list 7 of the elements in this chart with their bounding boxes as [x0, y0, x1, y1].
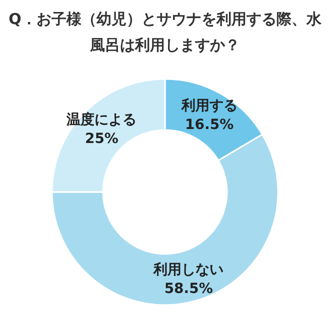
slice-label: 利用する — [180, 98, 238, 114]
data-label: 25% — [84, 131, 118, 148]
slice-label: 温度による — [66, 111, 137, 128]
chart-title: Q．お子様（幼児）とサウナを利用する際、水風呂は利用しますか？ — [8, 9, 322, 56]
data-label: 58.5% — [164, 280, 213, 297]
data-label: 16.5% — [185, 116, 234, 133]
slice-label: 利用しない — [152, 262, 224, 278]
